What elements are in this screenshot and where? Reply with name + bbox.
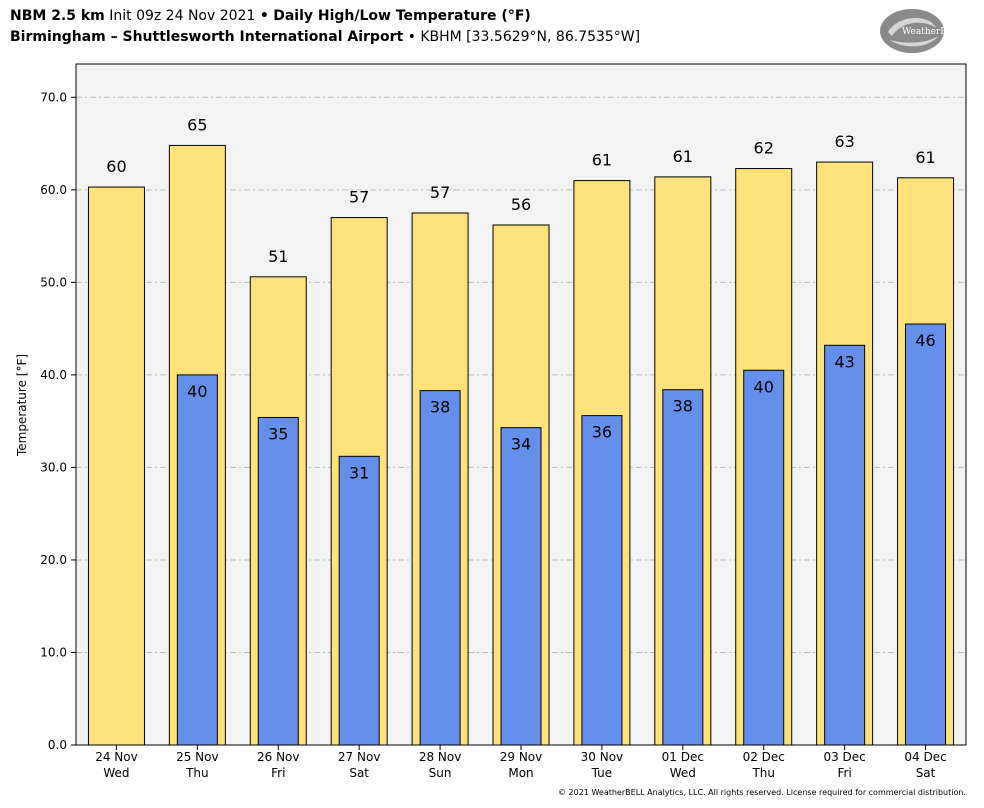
low-temp-label: 40	[754, 377, 774, 396]
copyright-footer: © 2021 WeatherBELL Analytics, LLC. All r…	[558, 788, 966, 797]
x-tick-day: Tue	[591, 766, 613, 780]
low-temp-bar	[419, 390, 461, 746]
low-temp-bar	[824, 344, 866, 746]
x-tick-day: Sat	[916, 766, 936, 780]
low-temp-label: 34	[511, 435, 531, 454]
y-axis-label: Temperature [°F]	[15, 354, 29, 457]
low-temp-label: 31	[349, 463, 369, 482]
product-title: Daily High/Low Temperature (°F)	[273, 8, 531, 24]
high-temp-label: 57	[430, 183, 450, 202]
low-temp-bar	[338, 455, 380, 746]
x-tick-day: Thu	[185, 766, 209, 780]
title-line: NBM 2.5 km Init 09z 24 Nov 2021 • Daily …	[10, 6, 870, 27]
separator-dot: •	[407, 29, 416, 45]
x-tick-date: 01 Dec	[662, 750, 704, 764]
low-temp-bar	[257, 416, 299, 746]
x-tick-date: 02 Dec	[743, 750, 785, 764]
y-tick-label: 0.0	[48, 738, 67, 752]
x-tick-date: 25 Nov	[176, 750, 219, 764]
x-tick-date: 04 Dec	[904, 750, 946, 764]
high-temp-label: 60	[106, 157, 126, 176]
x-tick-date: 28 Nov	[419, 750, 462, 764]
low-temp-bar	[662, 389, 704, 746]
bars	[87, 144, 955, 746]
low-temp-bar	[743, 369, 785, 746]
x-tick-day: Mon	[508, 766, 533, 780]
high-temp-label: 56	[511, 195, 531, 214]
x-tick-date: 30 Nov	[581, 750, 624, 764]
x-tick-day: Sat	[349, 766, 369, 780]
high-temp-label: 57	[349, 188, 369, 207]
y-tick-label: 60.0	[40, 183, 67, 197]
x-tick-date: 29 Nov	[500, 750, 543, 764]
y-tick-label: 40.0	[40, 368, 67, 382]
low-temp-bar	[176, 374, 218, 746]
init-time: Init 09z 24 Nov 2021	[109, 8, 256, 24]
high-temp-label: 51	[268, 247, 288, 266]
weatherbell-logo: WeatherBELL	[880, 9, 965, 53]
high-temp-label: 61	[592, 151, 612, 170]
logo-text: WeatherBELL	[902, 27, 965, 37]
low-temp-label: 38	[673, 397, 693, 416]
x-tick-date: 24 Nov	[95, 750, 138, 764]
y-tick-label: 50.0	[40, 275, 67, 289]
high-temp-label: 61	[673, 147, 693, 166]
x-tick-day: Wed	[670, 766, 696, 780]
low-temp-bar	[581, 415, 623, 746]
location-name: Birmingham – Shuttlesworth International…	[10, 29, 404, 45]
subtitle-line: Birmingham – Shuttlesworth International…	[10, 27, 870, 48]
low-temp-label: 36	[592, 423, 612, 442]
high-temp-label: 65	[187, 115, 207, 134]
low-temp-label: 38	[430, 398, 450, 417]
high-temp-label: 61	[915, 148, 935, 167]
y-tick-label: 30.0	[40, 460, 67, 474]
x-tick-date: 03 Dec	[823, 750, 865, 764]
station-info: KBHM [33.5629°N, 86.7535°W]	[420, 29, 641, 45]
model-name: NBM 2.5 km	[10, 8, 105, 24]
separator-dot: •	[259, 8, 269, 24]
y-tick-label: 10.0	[40, 645, 67, 659]
high-temp-label: 63	[834, 132, 854, 151]
value-labels: 60 65 40 51 35 57 31 57 38 56 34 61 36 61 38 62 40 63 43 61…	[106, 115, 935, 482]
x-tick-day: Thu	[751, 766, 775, 780]
x-tick-day: Wed	[103, 766, 129, 780]
y-tick-label: 70.0	[40, 90, 67, 104]
low-temp-label: 40	[187, 382, 207, 401]
low-temp-label: 43	[834, 352, 854, 371]
y-tick-label: 20.0	[40, 553, 67, 567]
x-tick-date: 27 Nov	[338, 750, 381, 764]
high-temp-label: 62	[754, 139, 774, 158]
low-temp-bar	[500, 427, 542, 746]
x-tick-day: Fri	[271, 766, 285, 780]
high-temp-bar	[87, 186, 145, 746]
low-temp-bar	[905, 323, 947, 746]
y-axis: 0.0 10.0 20.0 30.0 40.0 50.0 60.0 70.0	[40, 90, 76, 752]
low-temp-label: 46	[915, 331, 935, 350]
x-axis: 24 Nov Wed 25 Nov Thu 26 Nov Fri 27 Nov Sat 28 N…	[95, 745, 947, 780]
chart-header: NBM 2.5 km Init 09z 24 Nov 2021 • Daily …	[10, 6, 870, 48]
low-temp-label: 35	[268, 424, 288, 443]
x-tick-day: Fri	[837, 766, 851, 780]
x-tick-day: Sun	[429, 766, 452, 780]
x-tick-date: 26 Nov	[257, 750, 300, 764]
